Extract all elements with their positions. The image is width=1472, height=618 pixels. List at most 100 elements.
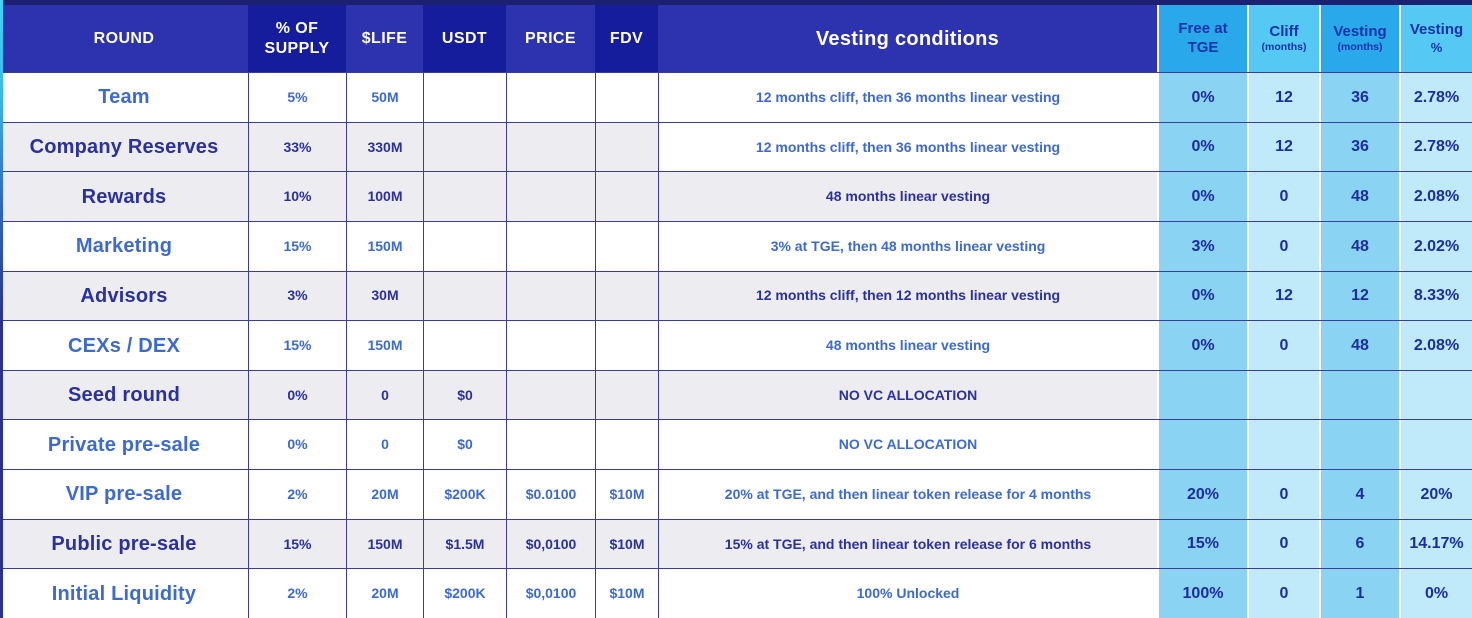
cell-vesting-months: 12 [1319,271,1399,321]
table-row: Advisors 3% 30M 12 months cliff, then 12 mo… [0,270,1472,321]
table-row: CEXs / DEX 15% 150M 48 months linear vestin… [0,320,1472,370]
cell-cliff-months: 0 [1247,519,1319,569]
cell-free-at-tge: 0% [1157,271,1247,321]
col-header-vesting-percent: Vesting% [1399,5,1472,72]
row-label: Marketing [0,221,248,271]
cell-fdv [595,271,658,321]
table-row: VIP pre-sale 2% 20M $200K $0.0100 $10M 20% at … [0,469,1472,519]
cell-price [506,221,595,271]
col-header-usdt: USDT [423,5,506,72]
cell-usdt-raise [423,321,506,370]
table-row: Private pre-sale 0% 0 $0 NO VC ALLOCATION [0,419,1472,470]
cell-price: $0,0100 [506,519,595,569]
cell-life-amount: 150M [346,519,423,569]
cell-usdt-raise [423,122,506,172]
cell-percent-of-supply: 2% [248,569,346,618]
table-body: Team 5% 50M 12 months cliff, then 36 months… [0,72,1472,618]
cell-vesting-conditions: 3% at TGE, then 48 months linear vesting [658,221,1157,271]
cell-fdv [595,122,658,172]
cell-usdt-raise: $200K [423,569,506,618]
cell-vesting-percent: 2.78% [1399,122,1472,172]
cell-life-amount: 20M [346,569,423,618]
cell-vesting-months [1319,370,1399,420]
cell-usdt-raise [423,271,506,321]
row-label: Rewards [0,172,248,221]
cell-price [506,271,595,321]
cell-vesting-months: 36 [1319,122,1399,172]
cell-vesting-percent: 2.08% [1399,172,1472,221]
cell-vesting-conditions: NO VC ALLOCATION [658,370,1157,420]
cell-life-amount: 150M [346,321,423,370]
cell-percent-of-supply: 33% [248,122,346,172]
cell-cliff-months [1247,420,1319,470]
table-row: Marketing 15% 150M 3% at TGE, then 48 month… [0,220,1472,271]
row-label: Seed round [0,370,248,420]
cell-life-amount: 330M [346,122,423,172]
cell-usdt-raise: $0 [423,370,506,420]
cell-percent-of-supply: 15% [248,321,346,370]
table-row: Public pre-sale 15% 150M $1.5M $0,0100 $10M 15… [0,518,1472,569]
col-header-life: $LIFE [346,5,423,72]
cell-cliff-months: 0 [1247,172,1319,221]
cell-vesting-conditions: 48 months linear vesting [658,172,1157,221]
cell-fdv [595,370,658,420]
col-header-free-at-tge: Free at TGE [1157,5,1247,72]
col-header-round: ROUND [0,5,248,72]
cell-vesting-conditions: 20% at TGE, and then linear token releas… [658,470,1157,519]
cell-vesting-percent: 2.78% [1399,73,1472,122]
cell-vesting-months [1319,420,1399,470]
cell-price [506,321,595,370]
cell-fdv [595,420,658,470]
cell-fdv [595,321,658,370]
table-row: Team 5% 50M 12 months cliff, then 36 months… [0,72,1472,122]
cell-usdt-raise: $0 [423,420,506,470]
table-row: Rewards 10% 100M 48 months linear vesting 0%… [0,171,1472,221]
cell-life-amount: 150M [346,221,423,271]
row-label: Initial Liquidity [0,569,248,618]
cell-free-at-tge: 0% [1157,172,1247,221]
cell-vesting-percent [1399,420,1472,470]
cell-cliff-months: 12 [1247,73,1319,122]
cell-cliff-months: 12 [1247,271,1319,321]
cell-free-at-tge: 100% [1157,569,1247,618]
cell-life-amount: 50M [346,73,423,122]
col-header-fdv: FDV [595,5,658,72]
cell-price [506,172,595,221]
cell-vesting-percent: 14.17% [1399,519,1472,569]
cell-fdv [595,172,658,221]
cell-vesting-conditions: NO VC ALLOCATION [658,420,1157,470]
cell-fdv: $10M [595,519,658,569]
cell-vesting-percent: 20% [1399,470,1472,519]
cell-vesting-conditions: 100% Unlocked [658,569,1157,618]
cell-free-at-tge: 0% [1157,122,1247,172]
cell-usdt-raise [423,221,506,271]
cell-free-at-tge [1157,420,1247,470]
row-label: Public pre-sale [0,519,248,569]
cell-vesting-percent [1399,370,1472,420]
cell-usdt-raise [423,73,506,122]
cell-percent-of-supply: 15% [248,519,346,569]
cell-price [506,370,595,420]
cell-vesting-months: 4 [1319,470,1399,519]
cell-percent-of-supply: 15% [248,221,346,271]
cell-vesting-conditions: 12 months cliff, then 36 months linear v… [658,73,1157,122]
table-row: Seed round 0% 0 $0 NO VC ALLOCATION [0,369,1472,420]
cell-percent-of-supply: 2% [248,470,346,519]
row-label: Private pre-sale [0,420,248,470]
cell-life-amount: 20M [346,470,423,519]
cell-vesting-percent: 2.02% [1399,221,1472,271]
cell-vesting-conditions: 48 months linear vesting [658,321,1157,370]
cell-fdv [595,73,658,122]
cell-price [506,420,595,470]
row-label: Advisors [0,271,248,321]
cell-vesting-conditions: 12 months cliff, then 36 months linear v… [658,122,1157,172]
cell-free-at-tge: 0% [1157,321,1247,370]
cell-percent-of-supply: 0% [248,370,346,420]
cell-cliff-months: 0 [1247,321,1319,370]
cell-vesting-months: 6 [1319,519,1399,569]
cell-fdv: $10M [595,569,658,618]
cell-vesting-months: 48 [1319,221,1399,271]
cell-cliff-months: 12 [1247,122,1319,172]
cell-vesting-months: 48 [1319,321,1399,370]
